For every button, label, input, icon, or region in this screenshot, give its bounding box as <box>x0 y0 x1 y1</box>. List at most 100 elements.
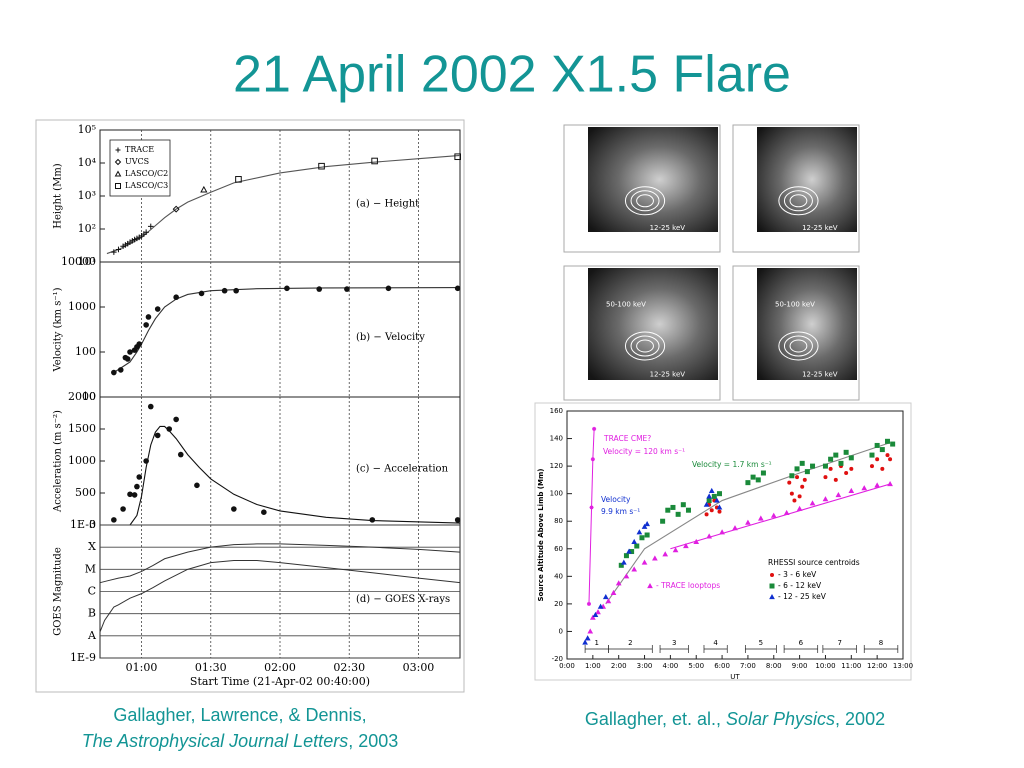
point <box>136 341 143 347</box>
legend-label: UVCS <box>125 157 149 166</box>
point <box>114 170 122 177</box>
interval-separator <box>608 645 653 653</box>
image-label: 50-100 keV <box>606 300 646 308</box>
point <box>235 176 242 183</box>
point <box>644 532 650 538</box>
interval-label: 8 <box>879 639 883 647</box>
y-tick-label: A <box>87 629 97 642</box>
y-tick-label: 40 <box>554 572 563 580</box>
caption-text: Gallagher, et. al., <box>584 709 726 729</box>
point <box>634 543 640 549</box>
image-label: 12-25 keV <box>802 224 838 232</box>
point <box>200 185 208 193</box>
slide-title: 21 April 2002 X1.5 Flare <box>233 46 791 104</box>
interval-label: 3 <box>672 639 676 647</box>
point <box>584 635 591 641</box>
y-tick-label: 10000 <box>61 255 96 268</box>
point <box>231 506 237 512</box>
point <box>675 511 681 517</box>
x-tick-label: 2:00 <box>611 662 627 670</box>
point <box>810 463 816 469</box>
point <box>670 504 676 510</box>
point <box>131 492 138 498</box>
contour <box>636 194 654 208</box>
point <box>794 466 800 472</box>
interval-separator <box>783 645 819 653</box>
point <box>804 469 810 475</box>
point <box>124 356 131 362</box>
x-tick-label: 12:00 <box>867 662 887 670</box>
point <box>693 538 700 544</box>
x-tick-label: 03:00 <box>403 661 435 674</box>
interval-separator <box>822 645 857 653</box>
point <box>887 480 893 487</box>
point <box>115 183 121 189</box>
y-tick-label: 100 <box>75 345 96 358</box>
point <box>194 482 200 489</box>
x-tick-label: 7:00 <box>740 662 756 670</box>
point <box>869 464 874 469</box>
interval-label: 7 <box>837 639 841 647</box>
point <box>760 470 766 476</box>
y-tick-label: 1E-3 <box>70 518 96 531</box>
interval-label: 5 <box>759 639 763 647</box>
y-axis-label: Acceleration (m s⁻²) <box>53 410 64 513</box>
point <box>284 285 290 292</box>
x-tick-label: 6:00 <box>714 662 730 670</box>
point <box>631 538 638 544</box>
point <box>874 482 881 488</box>
point <box>717 509 722 514</box>
contour <box>783 335 813 357</box>
point <box>838 460 844 466</box>
point <box>602 593 609 600</box>
y-tick-label: 1E-9 <box>70 651 96 664</box>
point <box>173 416 179 423</box>
fit-line <box>605 442 891 605</box>
legend-label: - 12 - 25 keV <box>778 592 827 601</box>
caption-line: Gallagher, et. al., Solar Physics, 2002 <box>530 706 940 732</box>
point <box>120 506 126 512</box>
y-tick-label: 0 <box>559 627 563 635</box>
panel-label: (b) − Velocity <box>356 332 425 343</box>
point <box>769 593 775 600</box>
y-tick-label: 10 <box>82 390 96 403</box>
point <box>641 523 648 529</box>
point <box>641 559 648 565</box>
point <box>703 501 710 507</box>
solar-image <box>757 127 857 232</box>
point <box>890 441 896 447</box>
x-tick-label: 4:00 <box>663 662 679 670</box>
point <box>792 498 797 503</box>
legend-label: - 3 - 6 keV <box>778 570 817 579</box>
series-line <box>588 428 595 604</box>
caption-line: The Astrophysical Journal Letters, 2003 <box>30 728 450 754</box>
point <box>134 483 140 490</box>
fit-line <box>113 287 461 373</box>
point <box>173 294 179 301</box>
point <box>680 502 686 508</box>
point <box>639 535 645 541</box>
point <box>685 507 691 513</box>
point <box>615 580 622 586</box>
contour <box>630 190 660 212</box>
point <box>454 285 461 292</box>
x-tick-label: 3:00 <box>637 662 653 670</box>
y-axis-label: GOES Magnitude <box>53 547 64 636</box>
point <box>822 496 829 502</box>
point <box>799 460 805 466</box>
point <box>716 504 723 510</box>
point <box>115 147 121 153</box>
point <box>610 589 617 595</box>
panel-label: (c) − Acceleration <box>356 464 449 475</box>
y-axis-label: Velocity (km s⁻¹) <box>53 287 64 372</box>
annotation: Velocity = 120 km s⁻¹ <box>603 447 685 456</box>
point <box>823 475 828 480</box>
point <box>644 520 650 527</box>
point <box>861 485 868 491</box>
x-tick-label: 01:30 <box>195 661 227 674</box>
point <box>874 442 880 448</box>
legend-label: TRACE <box>125 145 154 154</box>
point <box>589 505 594 510</box>
y-tick-label: 10⁵ <box>78 123 96 136</box>
y-axis-label: Height (Mm) <box>53 163 64 228</box>
